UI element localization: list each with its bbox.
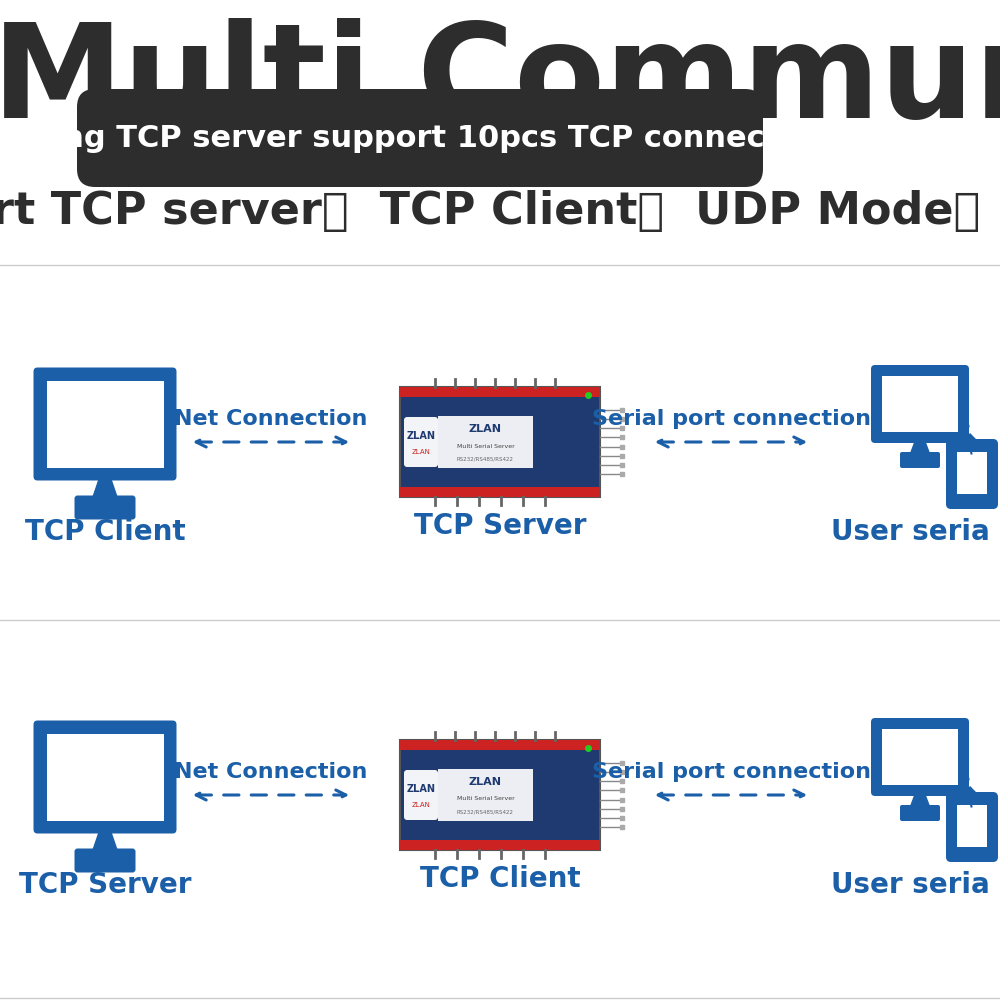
Bar [957,805,987,847]
Text: RS232/RS485/RS422: RS232/RS485/RS422 [457,456,514,462]
FancyBboxPatch shape [74,848,136,872]
FancyBboxPatch shape [404,770,438,820]
Text: TCP Server: TCP Server [19,871,191,899]
Bar [400,487,600,497]
Bar [957,452,987,494]
Text: Serial port connection: Serial port connection [592,409,870,429]
Bar [882,729,958,785]
FancyBboxPatch shape [871,718,969,796]
FancyBboxPatch shape [900,805,940,821]
Text: User seria: User seria [831,518,989,546]
FancyBboxPatch shape [77,89,763,187]
Bar [0,268,1000,620]
FancyBboxPatch shape [404,417,438,467]
Text: TCP Server: TCP Server [414,512,586,540]
Bar [400,740,600,850]
Text: rt TCP server、  TCP Client、  UDP Mode、  UDP Mu: rt TCP server、 TCP Client、 UDP Mode、 UDP… [0,190,1000,233]
Text: TCP Client: TCP Client [420,865,580,893]
FancyBboxPatch shape [871,365,969,443]
Polygon shape [910,439,930,455]
Text: Being TCP server support 10pcs TCP connection: Being TCP server support 10pcs TCP conne… [8,124,832,153]
Text: ZLAN: ZLAN [469,424,502,434]
Text: ZLAN: ZLAN [469,777,502,787]
Text: Serial port connection: Serial port connection [592,762,870,782]
Text: Multi Serial Server: Multi Serial Server [457,444,514,448]
FancyBboxPatch shape [46,381,164,468]
FancyBboxPatch shape [438,416,533,468]
FancyBboxPatch shape [438,769,533,821]
FancyBboxPatch shape [34,368,176,481]
Bar [400,387,600,397]
Text: RS232/RS485/RS422: RS232/RS485/RS422 [457,810,514,814]
Text: TCP Client: TCP Client [25,518,185,546]
Text: Net Connection: Net Connection [174,409,368,429]
Text: User seria: User seria [831,871,989,899]
Text: ZLAN: ZLAN [406,431,436,441]
FancyBboxPatch shape [946,439,998,509]
FancyBboxPatch shape [946,792,998,862]
Text: ZLAN: ZLAN [412,449,430,455]
FancyBboxPatch shape [34,720,176,834]
Text: Net Connection: Net Connection [174,762,368,782]
Polygon shape [92,830,118,852]
Bar [0,623,1000,1000]
Bar [0,0,1000,265]
FancyBboxPatch shape [46,734,164,820]
Polygon shape [92,477,118,499]
Bar [400,387,600,497]
Text: ZLAN: ZLAN [412,802,430,808]
FancyBboxPatch shape [74,495,136,520]
Text: Multi Serial Server: Multi Serial Server [457,796,514,802]
Bar [400,740,600,750]
Polygon shape [910,792,930,808]
Bar [400,840,600,850]
Text: Multi Communication: Multi Communication [0,18,1000,145]
Bar [882,376,958,432]
FancyBboxPatch shape [900,452,940,468]
Text: ZLAN: ZLAN [406,784,436,794]
